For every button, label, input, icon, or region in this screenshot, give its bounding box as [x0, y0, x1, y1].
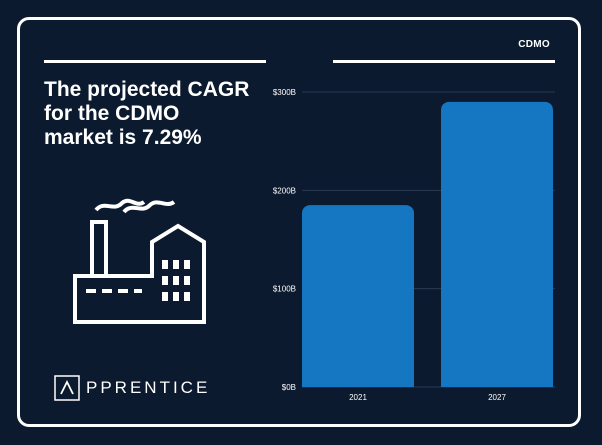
bar-base [441, 377, 553, 387]
brand-name: PPRENTICE [86, 378, 211, 397]
x-tick-label: 2027 [488, 393, 506, 402]
factory-icon [73, 198, 206, 324]
caret-up-icon [54, 375, 80, 401]
y-tick-label: $100B [273, 285, 296, 294]
y-tick-label: $300B [273, 88, 296, 97]
bar [302, 205, 414, 387]
y-tick-label: $200B [273, 186, 296, 195]
bar-base [302, 377, 414, 387]
x-tick-label: 2021 [349, 393, 367, 402]
right-divider [333, 60, 555, 63]
card-frame [17, 17, 581, 427]
left-divider [44, 60, 266, 63]
brand-logo: PPRENTICE [54, 373, 210, 403]
bar [441, 101, 553, 387]
y-tick-label: $0B [282, 383, 296, 392]
chart-title: CDMO [518, 39, 550, 50]
headline: The projected CAGR for the CDMO market i… [44, 78, 250, 149]
